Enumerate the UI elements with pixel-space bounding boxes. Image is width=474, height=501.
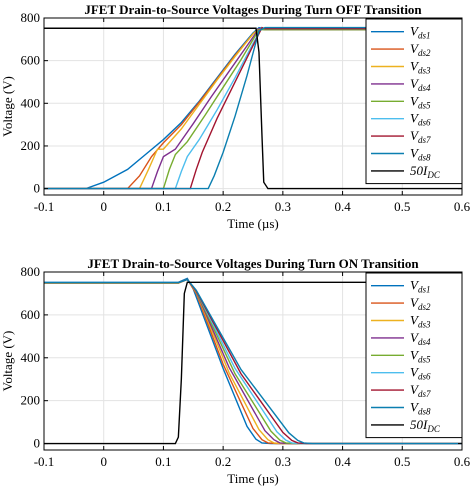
legend-label: 50IDC xyxy=(410,163,441,180)
legend-item: Vds2 xyxy=(371,41,431,58)
legend-label: Vds3 xyxy=(410,59,431,76)
x-tick-label: 0.3 xyxy=(275,199,291,214)
series-line-50IDC xyxy=(44,27,462,190)
x-axis-label: Time (µs) xyxy=(227,471,278,486)
legend-item: Vds3 xyxy=(371,59,431,76)
series-line-Vds7 xyxy=(44,26,462,190)
series-lines xyxy=(44,277,462,445)
legend-label: Vds5 xyxy=(410,347,431,364)
series-lines xyxy=(44,26,462,190)
legend-item: Vds1 xyxy=(371,278,430,295)
legend-label: Vds8 xyxy=(410,400,431,417)
y-axis-label: Voltage (V) xyxy=(0,76,15,137)
x-tick-label: 0.5 xyxy=(394,454,410,469)
x-tick-label: 0.6 xyxy=(454,199,471,214)
y-tick-label: 200 xyxy=(21,138,41,153)
x-tick-label: 0 xyxy=(100,454,107,469)
x-tick-label: 0.2 xyxy=(215,199,231,214)
x-tick-label: 0.1 xyxy=(155,199,171,214)
y-tick-label: 800 xyxy=(21,10,41,25)
y-tick-label: 800 xyxy=(21,264,41,279)
x-tick-label: -0.1 xyxy=(34,199,55,214)
y-tick-label: 0 xyxy=(34,436,41,451)
x-tick-label: 0.2 xyxy=(215,454,231,469)
series-line-Vds8 xyxy=(44,26,462,190)
legend-item: Vds7 xyxy=(371,382,431,399)
y-axis-label: Voltage (V) xyxy=(0,331,15,392)
y-tick-label: 0 xyxy=(34,181,41,196)
x-tick-label: 0 xyxy=(100,199,107,214)
legend-label: 50IDC xyxy=(410,417,441,434)
legend-label: Vds8 xyxy=(410,146,431,163)
x-tick-label: 0.5 xyxy=(394,199,410,214)
legend-item: Vds1 xyxy=(371,24,430,41)
legend-box xyxy=(365,272,463,439)
series-line-Vds5 xyxy=(44,29,462,190)
turn-on-chart: JFET Drain-to-Source Voltages During Tur… xyxy=(0,256,471,486)
legend-item: 50IDC xyxy=(371,163,441,180)
legend-item: Vds5 xyxy=(371,93,431,110)
x-tick-label: 0.1 xyxy=(155,454,171,469)
legend-item: Vds8 xyxy=(371,146,431,163)
series-line-Vds8 xyxy=(44,278,462,445)
legend-label: Vds6 xyxy=(410,365,431,382)
legend-label: Vds4 xyxy=(410,330,431,347)
legend-label: Vds5 xyxy=(410,93,431,110)
legend-item: Vds4 xyxy=(371,330,431,347)
chart-title: JFET Drain-to-Source Voltages During Tur… xyxy=(87,256,419,271)
legend-item: Vds3 xyxy=(371,313,431,330)
legend-item: Vds2 xyxy=(371,295,431,312)
legend-item: Vds4 xyxy=(371,76,431,93)
y-tick-label: 400 xyxy=(21,95,41,110)
legend-item: Vds5 xyxy=(371,347,431,364)
ticks: -0.1 0 0.1 0.2 0.3 0.4 0.5 0.6 0 200 400 600 800 xyxy=(21,10,471,214)
legend-item: Vds7 xyxy=(371,128,431,145)
series-line-Vds1 xyxy=(44,277,462,445)
legend-label: Vds7 xyxy=(410,382,431,399)
y-tick-label: 400 xyxy=(21,350,41,365)
y-tick-label: 600 xyxy=(21,307,41,322)
x-tick-label: 0.6 xyxy=(454,454,471,469)
legend-item: Vds8 xyxy=(371,400,431,417)
legend-label: Vds1 xyxy=(410,24,430,41)
turn-off-chart: JFET Drain-to-Source Voltages During Tur… xyxy=(0,2,471,231)
legend-item: Vds6 xyxy=(371,111,431,128)
x-tick-label: 0.4 xyxy=(334,454,351,469)
legend-label: Vds2 xyxy=(410,295,431,312)
legend-label: Vds4 xyxy=(410,76,431,93)
legend-label: Vds6 xyxy=(410,111,431,128)
x-axis-label: Time (µs) xyxy=(227,216,278,231)
y-tick-label: 200 xyxy=(21,393,41,408)
chart-title: JFET Drain-to-Source Voltages During Tur… xyxy=(84,2,422,17)
x-tick-label: 0.4 xyxy=(334,199,351,214)
y-tick-label: 600 xyxy=(21,53,41,68)
legend-label: Vds2 xyxy=(410,41,431,58)
legend-label: Vds3 xyxy=(410,313,431,330)
legend-item: Vds6 xyxy=(371,365,431,382)
series-line-50IDC xyxy=(44,281,462,445)
legend-item: 50IDC xyxy=(371,417,441,434)
x-tick-label: -0.1 xyxy=(34,454,55,469)
x-tick-label: 0.3 xyxy=(275,454,291,469)
legend-label: Vds7 xyxy=(410,128,431,145)
legend-label: Vds1 xyxy=(410,278,430,295)
